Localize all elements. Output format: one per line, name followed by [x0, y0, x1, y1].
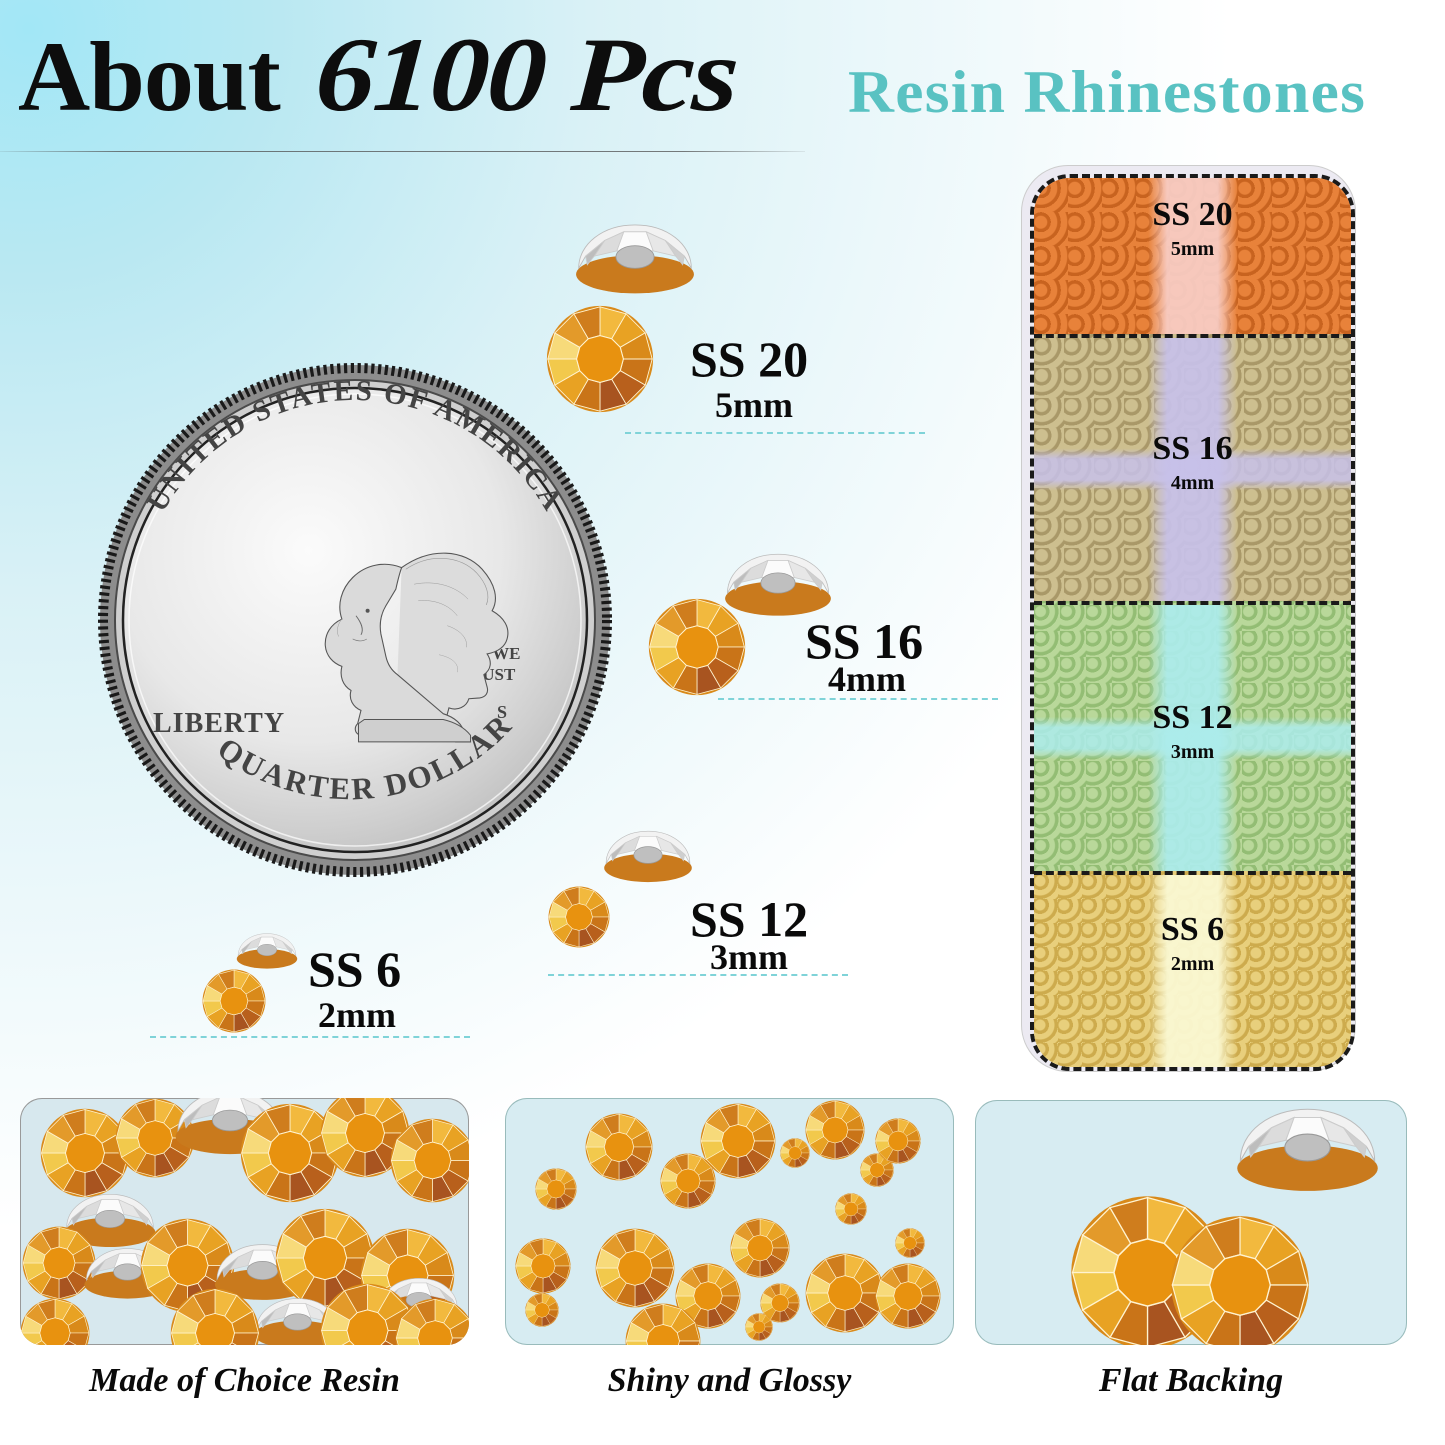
svg-text:S: S [497, 702, 507, 722]
svg-text:LIBERTY: LIBERTY [153, 708, 285, 739]
